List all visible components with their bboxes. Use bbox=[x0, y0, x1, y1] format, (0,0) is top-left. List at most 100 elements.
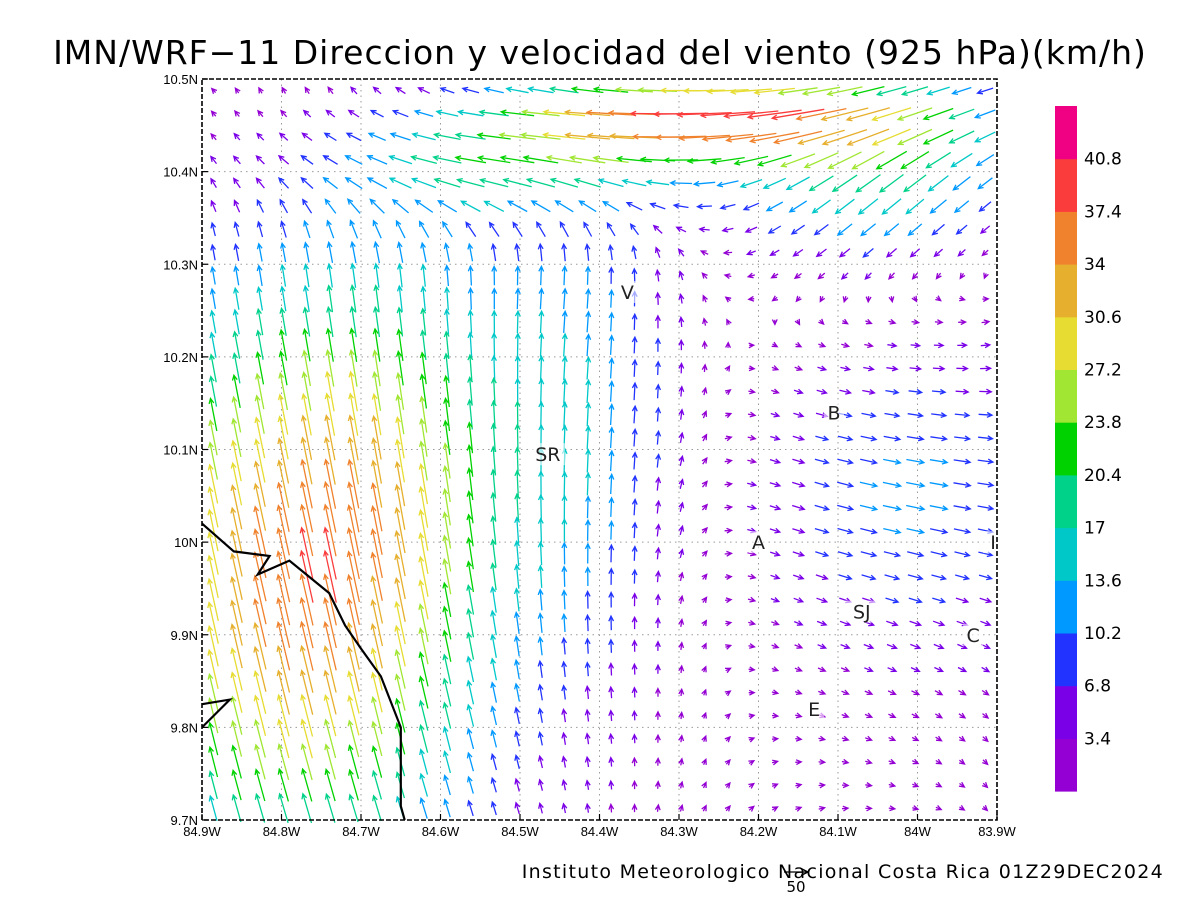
wind-arrow bbox=[724, 481, 734, 488]
wind-arrow bbox=[418, 532, 429, 575]
wind-arrow bbox=[631, 335, 638, 354]
wind-arrow bbox=[585, 471, 591, 496]
wind-arrow bbox=[300, 176, 314, 189]
wind-arrow bbox=[513, 587, 520, 612]
wind-arrow bbox=[724, 804, 731, 812]
wind-arrow bbox=[724, 781, 731, 789]
wind-arrow bbox=[701, 456, 708, 465]
wind-arrow bbox=[777, 87, 818, 96]
wind-arrow bbox=[370, 647, 383, 691]
wind-arrow bbox=[771, 341, 779, 348]
wind-arrow bbox=[724, 364, 731, 372]
wind-arrow bbox=[887, 342, 898, 349]
place-label-bg bbox=[748, 531, 769, 554]
wind-arrow bbox=[748, 713, 756, 720]
wind-arrow bbox=[563, 109, 611, 117]
wind-arrow bbox=[772, 130, 823, 145]
wind-arrow bbox=[701, 781, 707, 789]
wind-arrow bbox=[958, 735, 966, 742]
wind-arrow bbox=[455, 177, 485, 188]
wind-arrow bbox=[561, 708, 568, 723]
x-tick-label: 83.9W bbox=[978, 824, 1016, 839]
wind-arrow bbox=[771, 295, 779, 302]
wind-arrow bbox=[467, 242, 474, 262]
wind-arrow bbox=[935, 804, 943, 811]
wind-arrow bbox=[506, 200, 528, 213]
wind-arrow bbox=[586, 132, 635, 140]
wind-arrow bbox=[583, 221, 593, 237]
wind-arrow bbox=[955, 574, 971, 581]
wind-arrow bbox=[592, 86, 629, 93]
wind-arrow bbox=[418, 220, 430, 238]
wind-arrow bbox=[770, 411, 781, 418]
wind-arrow bbox=[842, 296, 849, 304]
wind-arrow bbox=[514, 446, 521, 475]
wind-arrow bbox=[418, 579, 429, 620]
wind-arrow bbox=[396, 284, 403, 312]
wind-arrow bbox=[466, 421, 474, 454]
wind-arrow bbox=[860, 551, 878, 558]
wind-arrow bbox=[792, 435, 806, 442]
wind-arrow bbox=[649, 202, 666, 210]
wind-arrow bbox=[631, 803, 638, 813]
wind-arrow bbox=[979, 225, 991, 235]
wind-arrow bbox=[394, 460, 406, 507]
wind-arrow bbox=[537, 635, 544, 656]
wind-arrow bbox=[840, 666, 851, 673]
wind-arrow bbox=[395, 393, 405, 435]
colorbar-label: 17 bbox=[1084, 519, 1106, 539]
wind-arrow bbox=[724, 527, 734, 534]
wind-arrow bbox=[934, 712, 944, 719]
wind-arrow bbox=[419, 796, 428, 819]
wind-arrow bbox=[911, 295, 918, 303]
wind-arrow bbox=[748, 619, 757, 626]
wind-arrow bbox=[747, 434, 757, 441]
wind-arrow bbox=[859, 504, 879, 512]
wind-arrow bbox=[982, 758, 989, 766]
wind-arrow bbox=[883, 527, 902, 535]
wind-arrow bbox=[958, 712, 967, 719]
wind-arrow bbox=[324, 792, 336, 823]
wind-arrow bbox=[231, 417, 242, 458]
wind-arrow bbox=[705, 88, 749, 95]
wind-arrow bbox=[584, 518, 591, 541]
wind-arrow bbox=[255, 177, 265, 189]
wind-arrow bbox=[608, 638, 615, 653]
wind-arrow bbox=[394, 86, 406, 95]
wind-arrow bbox=[491, 331, 498, 358]
wind-arrow bbox=[432, 155, 462, 164]
wind-arrow bbox=[925, 151, 952, 169]
wind-arrow bbox=[498, 132, 536, 140]
wind-arrow bbox=[525, 177, 556, 188]
colorbar-label: 34 bbox=[1084, 255, 1106, 275]
wind-arrow bbox=[769, 481, 782, 488]
wind-arrow bbox=[678, 757, 685, 766]
wind-arrow bbox=[678, 664, 685, 674]
wind-arrow bbox=[748, 365, 756, 372]
wind-arrow bbox=[795, 735, 803, 742]
wind-arrow bbox=[410, 177, 437, 189]
wind-arrow bbox=[346, 550, 361, 603]
wind-arrow bbox=[861, 574, 877, 581]
wind-arrow bbox=[299, 526, 314, 580]
wind-arrow bbox=[345, 132, 362, 142]
wind-arrow bbox=[231, 793, 242, 823]
wind-arrow bbox=[925, 86, 950, 96]
wind-arrow bbox=[234, 86, 241, 94]
wind-vectors bbox=[207, 85, 996, 824]
wind-arrow bbox=[232, 155, 241, 165]
wind-arrow bbox=[701, 711, 707, 719]
wind-arrow bbox=[443, 330, 450, 359]
wind-arrow bbox=[959, 272, 966, 280]
wind-arrow bbox=[932, 365, 946, 372]
wind-arrow bbox=[655, 337, 661, 352]
wind-arrow bbox=[771, 689, 780, 696]
lat-lon-grid bbox=[202, 79, 997, 820]
wind-arrow bbox=[608, 756, 615, 767]
wind-arrow bbox=[978, 435, 994, 442]
wind-arrow bbox=[542, 109, 586, 117]
wind-arrow bbox=[538, 801, 544, 814]
wind-arrow bbox=[278, 132, 289, 141]
wind-arrow bbox=[371, 745, 383, 778]
